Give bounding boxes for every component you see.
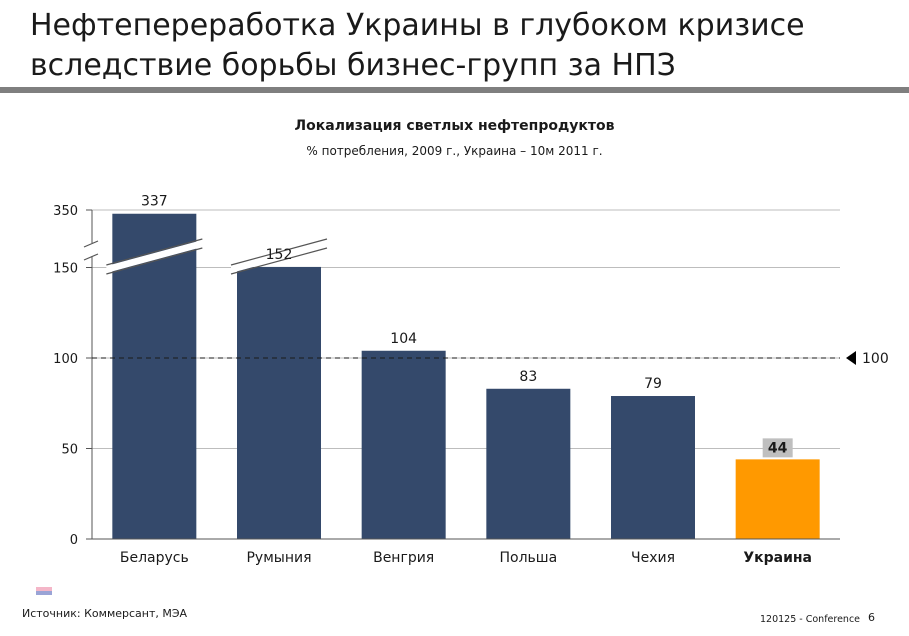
bar-break-band xyxy=(231,240,327,273)
slide-title: Нефтепереработка Украины в глубоком криз… xyxy=(30,6,890,86)
reference-arrow-icon xyxy=(846,351,856,365)
y-tick-label: 350 xyxy=(53,204,78,219)
chart-title: Локализация светлых нефтепродуктов xyxy=(294,118,615,134)
bar-break-mark xyxy=(106,247,203,275)
page-number: 6 xyxy=(868,611,875,624)
slide-title-line-1: Нефтепереработка Украины в глубоком криз… xyxy=(30,8,805,43)
category-label: Беларусь xyxy=(120,550,189,566)
conference-label: 120125 - Conference xyxy=(760,614,861,625)
axis-break-mark xyxy=(83,253,99,261)
chart-subtitle: % потребления, 2009 г., Украина – 10м 20… xyxy=(306,144,603,158)
source-note: Источник: Коммерсант, МЭА xyxy=(22,607,188,620)
bar-value-label: 83 xyxy=(519,369,537,385)
y-tick-label: 150 xyxy=(53,262,78,277)
bar-break-band xyxy=(106,240,203,273)
bar xyxy=(361,350,446,539)
bar xyxy=(611,396,695,539)
bar xyxy=(112,213,197,540)
title-divider xyxy=(0,87,909,93)
bar-value-label: 104 xyxy=(390,331,417,347)
bar-value-label: 79 xyxy=(644,376,662,392)
bar-break-mark xyxy=(106,238,203,266)
y-tick-label: 100 xyxy=(53,352,78,367)
bar xyxy=(237,266,321,539)
slide-title-line-2: вследствие борьбы бизнес-групп за НПЗ xyxy=(30,48,676,83)
axis-break-mark xyxy=(83,240,99,248)
category-label: Украина xyxy=(743,550,812,566)
bar-break-mark xyxy=(230,247,328,275)
category-label: Польша xyxy=(499,550,557,566)
bar xyxy=(486,388,571,539)
flag-icon xyxy=(36,587,52,595)
bar-value-label: 337 xyxy=(141,194,168,210)
reference-label: 100 xyxy=(862,351,889,367)
y-tick-label: 0 xyxy=(70,533,78,548)
category-label: Венгрия xyxy=(373,550,434,566)
bar xyxy=(735,459,820,539)
y-tick-label: 50 xyxy=(61,443,78,458)
category-label: Чехия xyxy=(631,550,675,566)
bar-break-mark xyxy=(230,238,328,266)
category-label: Румыния xyxy=(246,550,311,566)
bar-value-label: 44 xyxy=(768,440,788,456)
value-label-bg xyxy=(762,438,793,458)
bar-value-label: 152 xyxy=(266,247,293,263)
